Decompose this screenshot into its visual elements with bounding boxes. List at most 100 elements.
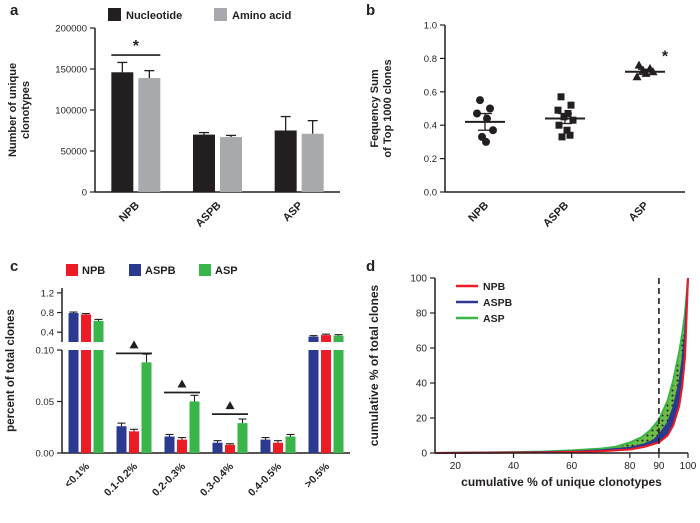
legend-label: ASPB	[483, 297, 513, 309]
significance-triangle	[129, 340, 139, 349]
x-tick-label: 80	[624, 461, 636, 472]
x-tick-label: 60	[566, 461, 578, 472]
legend-label: ASPB	[145, 265, 176, 277]
legend-label: NPB	[82, 265, 105, 277]
x-tick-label: 0.2-0.3%	[150, 460, 189, 499]
bar-ASPB	[212, 442, 223, 453]
data-point-circle	[473, 109, 481, 118]
y-tick-label: 150000	[55, 65, 87, 76]
legend-swatch	[129, 264, 141, 276]
y-tick-label: 0.2	[424, 154, 437, 165]
y-tick-label: 1.0	[424, 21, 437, 32]
y-axis-title: of Top 1000 clones	[382, 59, 394, 157]
y-tick-label: 200000	[55, 24, 87, 35]
legend-label: NPB	[483, 281, 506, 293]
y-tick-label: 50000	[61, 147, 87, 158]
x-tick-label: >0.5%	[302, 460, 332, 490]
bar-ASP	[301, 133, 324, 192]
panel-a-letter: a	[10, 2, 19, 19]
bar-ASPB	[193, 134, 215, 192]
data-point-triangle	[634, 60, 644, 69]
significance-star: *	[662, 49, 669, 66]
legend-swatch	[108, 8, 121, 21]
bar-ASPB	[164, 436, 175, 453]
x-tick-label: 20	[450, 461, 462, 472]
legend-label: Amino acid	[232, 10, 291, 22]
significance-star: *	[133, 38, 140, 55]
data-point-square	[555, 121, 563, 129]
x-tick-label: ASP	[627, 200, 651, 224]
x-tick-label: ASP	[281, 200, 305, 224]
bar-NPB	[177, 439, 187, 453]
bar-ASPB	[220, 137, 242, 192]
panel-c-letter: c	[10, 258, 19, 275]
y-tick-label: 40	[416, 379, 428, 390]
bar-ASP	[189, 401, 200, 453]
y-tick-label: 0	[421, 449, 427, 460]
bar-lower-ASP	[93, 350, 104, 453]
y-tick-label: 1.2	[41, 288, 54, 299]
x-tick-label: 100	[680, 461, 697, 472]
x-tick-label: ASPB	[194, 200, 224, 230]
y-tick-label: 100000	[55, 106, 87, 117]
legend-swatch	[66, 264, 78, 276]
line-ASPB	[434, 277, 689, 454]
y-tick-label: 0.4	[424, 121, 437, 132]
y-tick-label: 80	[416, 309, 428, 320]
panel-b-letter: b	[366, 2, 376, 19]
legend-swatch	[199, 264, 211, 276]
area-ASP	[435, 278, 688, 453]
bar-lower-ASPB	[308, 350, 319, 453]
panel-d: 0 20 40 60 80 100 20 40 60 80 90 100 cumulative % of…	[360, 258, 700, 523]
y-tick-label: 100	[410, 274, 427, 285]
y-tick-label: 0.0	[424, 188, 437, 199]
data-point-circle	[489, 126, 497, 135]
x-axis-title: cumulative % of unique clonotypes	[461, 475, 662, 489]
panel-d-chart: 0 20 40 60 80 100 20 40 60 80 90 100 cumulative % of…	[367, 274, 697, 490]
data-point-triangle	[632, 72, 642, 81]
y-axis-title: percent of total clones	[5, 309, 17, 432]
area-ASPB	[435, 278, 688, 453]
x-tick-label: ASPB	[541, 200, 571, 230]
line-NPB	[434, 277, 689, 454]
panel-b-chart: 0.0 0.2 0.4 0.6 0.8 1.0 Fequency Sum of Top 100…	[369, 21, 685, 230]
panel-b: 0.0 0.2 0.4 0.6 0.8 1.0 Fequency Sum of Top 100…	[360, 0, 700, 256]
y-tick-label: 0.8	[424, 54, 437, 65]
x-tick-label: 0.1-0.2%	[102, 460, 141, 499]
y-tick-label: 0	[82, 188, 87, 199]
bar-upper-ASP	[93, 320, 104, 342]
bar-ASP	[285, 436, 296, 453]
legend-swatch	[214, 8, 227, 21]
data-point-square	[560, 113, 568, 121]
significance-triangle	[225, 401, 235, 410]
bar-NPB	[273, 442, 283, 453]
x-tick-label: 0.3-0.4%	[198, 460, 237, 499]
bar-ASP	[237, 423, 248, 453]
bar-upper-NPB	[81, 314, 91, 342]
bar-NPB	[129, 431, 139, 453]
legend-label: ASP	[215, 265, 238, 277]
y-axis-title: clonotypes	[20, 81, 32, 139]
bar-NPB	[138, 78, 161, 192]
data-point-square	[557, 93, 565, 101]
bar-ASPB	[116, 426, 127, 453]
y-axis-title: Fequency Sum	[369, 69, 381, 147]
panel-a: 0 50000 100000 150000 200000 Number of unique…	[0, 0, 360, 256]
x-tick-label: <0.1%	[62, 460, 92, 490]
y-tick-label: 0.10	[36, 346, 55, 357]
y-axis-title: Number of unique	[7, 63, 19, 157]
line-ASP	[434, 277, 689, 454]
bar-lower-ASPB	[68, 350, 79, 453]
bar-upper-ASPB	[308, 336, 319, 342]
y-tick-label: 20	[416, 414, 428, 425]
data-point-circle	[486, 104, 494, 113]
bar-lower-NPB	[81, 350, 91, 453]
data-point-square	[563, 126, 571, 134]
y-axis-title: cumulative % of total clones	[367, 284, 381, 446]
data-point-circle	[476, 96, 484, 105]
data-point-square	[554, 106, 562, 114]
bar-ASP	[274, 130, 297, 192]
panel-c: 0.4 0.8 1.2 0.00 0.05 0.10 percent of total cl…	[0, 258, 360, 523]
data-point-square	[558, 133, 566, 141]
